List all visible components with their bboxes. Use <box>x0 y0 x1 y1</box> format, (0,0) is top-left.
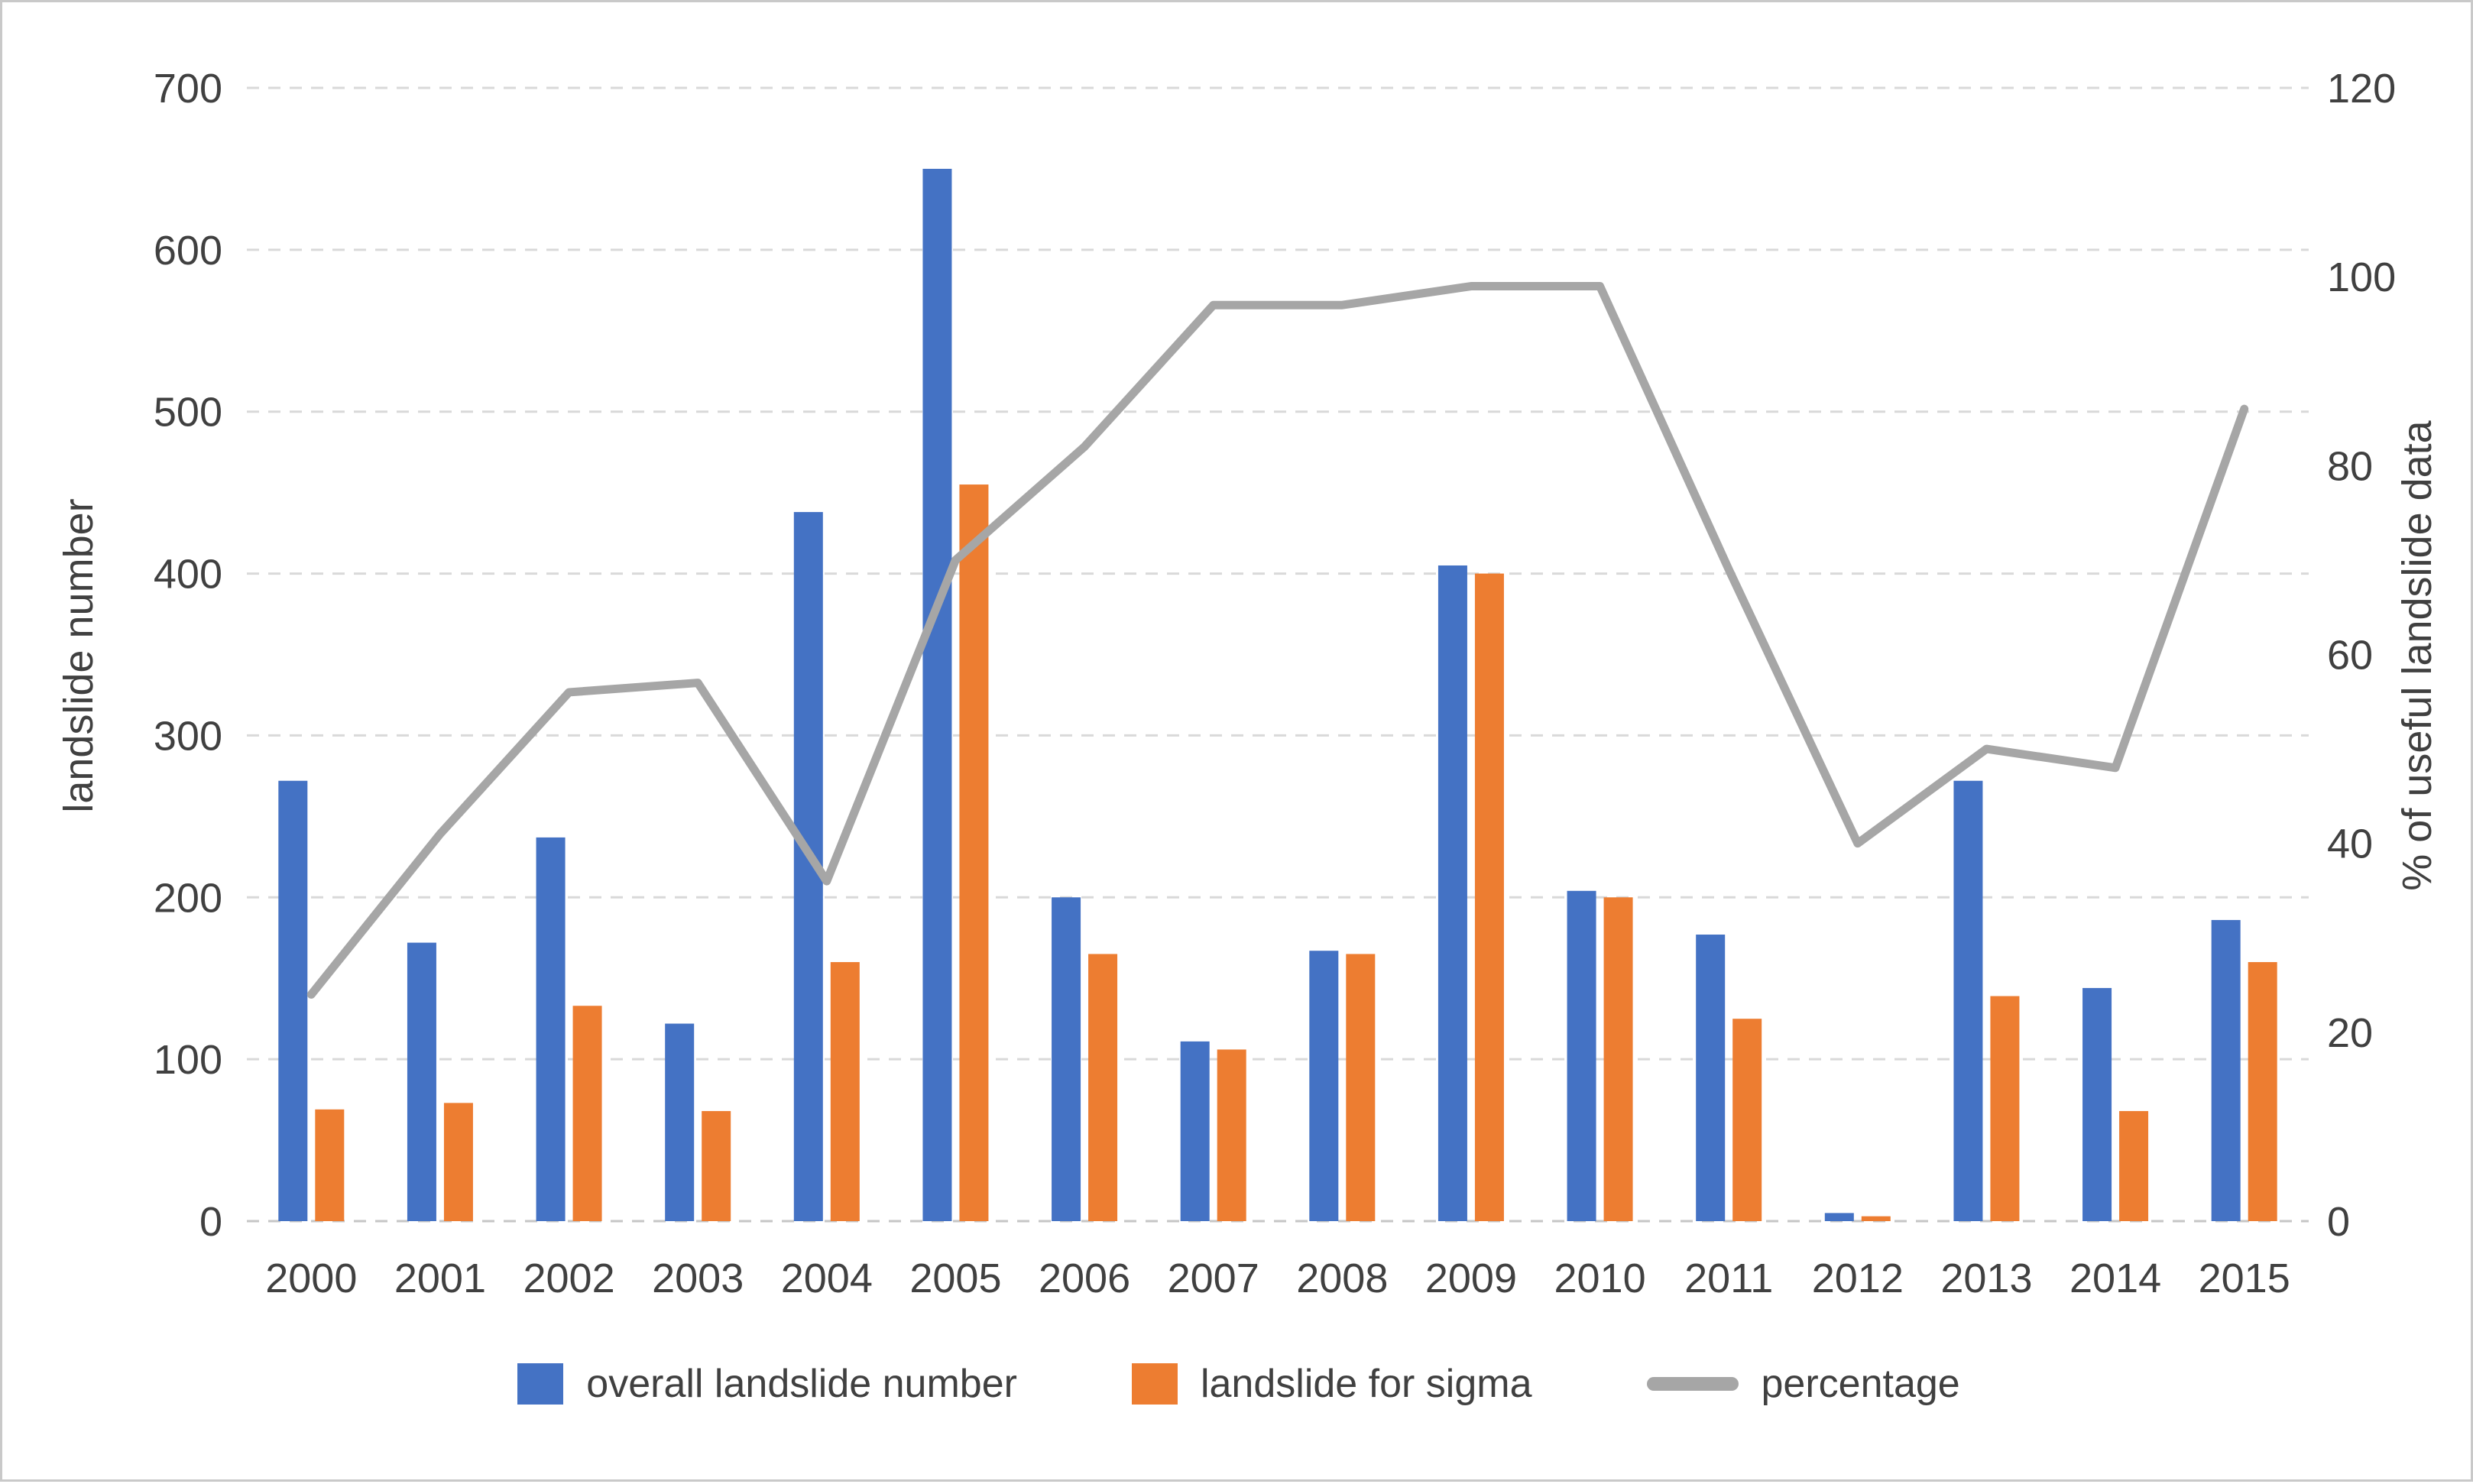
x-axis-year-label: 2011 <box>1684 1256 1773 1301</box>
bar-overall-2008 <box>1309 951 1339 1221</box>
bar-sigma-2001 <box>443 1103 473 1221</box>
right-axis-tick-label: 120 <box>2327 66 2396 112</box>
legend-swatch-percentage-icon <box>1646 1377 1739 1391</box>
x-axis-year-label: 2012 <box>1812 1256 1904 1301</box>
legend-entry-sigma: landslide for sigma <box>1131 1361 1532 1407</box>
x-axis-year-label: 2005 <box>909 1256 1001 1301</box>
right-axis-tick-label: 40 <box>2327 821 2373 867</box>
bar-sigma-2002 <box>572 1006 602 1221</box>
bar-sigma-2005 <box>959 484 989 1221</box>
x-axis-year-label: 2013 <box>1940 1256 2032 1301</box>
right-axis-tick-label: 100 <box>2327 254 2396 300</box>
bar-overall-2003 <box>665 1023 695 1221</box>
bar-sigma-2004 <box>830 962 860 1221</box>
bar-sigma-2015 <box>2248 962 2277 1221</box>
right-axis-tick-label: 0 <box>2327 1199 2350 1245</box>
bar-overall-2012 <box>1824 1213 1854 1221</box>
bar-sigma-2011 <box>1732 1019 1762 1221</box>
left-axis-tick-label: 600 <box>154 228 222 274</box>
legend: overall landslide number landslide for s… <box>2 1361 2473 1407</box>
x-axis-year-label: 2009 <box>1425 1256 1517 1301</box>
legend-label-sigma: landslide for sigma <box>1200 1362 1532 1406</box>
bar-overall-2015 <box>2211 919 2241 1221</box>
x-axis-year-label: 2007 <box>1168 1256 1259 1301</box>
bar-sigma-2013 <box>1990 996 2020 1221</box>
x-axis-year-label: 2006 <box>1039 1256 1130 1301</box>
bar-overall-2001 <box>407 942 436 1221</box>
bar-overall-2009 <box>1437 565 1467 1221</box>
bar-overall-2005 <box>922 168 952 1221</box>
left-axis-tick-label: 100 <box>154 1037 222 1083</box>
bar-sigma-2000 <box>315 1109 345 1221</box>
bar-sigma-2009 <box>1474 573 1504 1221</box>
bar-sigma-2003 <box>702 1110 731 1221</box>
x-axis-year-label: 2015 <box>2199 1256 2290 1301</box>
bar-sigma-2007 <box>1217 1049 1246 1221</box>
bar-sigma-2010 <box>1603 897 1633 1221</box>
bar-overall-2014 <box>2082 987 2112 1221</box>
legend-swatch-sigma-icon <box>1131 1363 1178 1405</box>
bar-sigma-2008 <box>1346 954 1376 1221</box>
right-axis-tick-label: 60 <box>2327 633 2373 679</box>
x-axis-year-label: 2003 <box>652 1256 744 1301</box>
x-axis-year-label: 2014 <box>2069 1256 2161 1301</box>
x-axis-year-label: 2000 <box>265 1256 357 1301</box>
right-axis-tick-label: 80 <box>2327 443 2373 489</box>
left-axis-tick-label: 0 <box>199 1199 222 1245</box>
bar-overall-2006 <box>1052 897 1081 1221</box>
bar-sigma-2006 <box>1088 954 1118 1221</box>
legend-swatch-overall-icon <box>517 1363 564 1405</box>
legend-entry-percentage: percentage <box>1646 1361 1960 1407</box>
left-axis-tick-label: 400 <box>154 552 222 598</box>
bar-sigma-2014 <box>2119 1110 2149 1221</box>
bar-overall-2013 <box>1953 780 1983 1221</box>
left-axis-tick-label: 200 <box>154 875 222 921</box>
bar-overall-2000 <box>278 780 308 1221</box>
percentage-line <box>306 282 2249 999</box>
x-axis-year-label: 2001 <box>394 1256 486 1301</box>
left-axis-tick-label: 500 <box>154 390 222 436</box>
x-axis-year-label: 2010 <box>1554 1256 1645 1301</box>
x-axis-year-label: 2004 <box>781 1256 873 1301</box>
left-axis-tick-label: 700 <box>154 66 222 112</box>
legend-entry-overall: overall landslide number <box>517 1361 1017 1407</box>
x-axis-year-label: 2008 <box>1296 1256 1388 1301</box>
bar-overall-2002 <box>536 837 566 1221</box>
bar-overall-2010 <box>1567 890 1596 1221</box>
x-axis-year-label: 2002 <box>523 1256 614 1301</box>
legend-label-percentage: percentage <box>1761 1362 1960 1406</box>
bar-overall-2011 <box>1696 935 1726 1221</box>
right-axis-tick-label: 20 <box>2327 1010 2373 1056</box>
left-axis-tick-label: 300 <box>154 713 222 759</box>
bar-overall-2007 <box>1180 1041 1210 1221</box>
legend-label-overall: overall landslide number <box>586 1362 1017 1406</box>
bar-sigma-2012 <box>1861 1216 1891 1221</box>
